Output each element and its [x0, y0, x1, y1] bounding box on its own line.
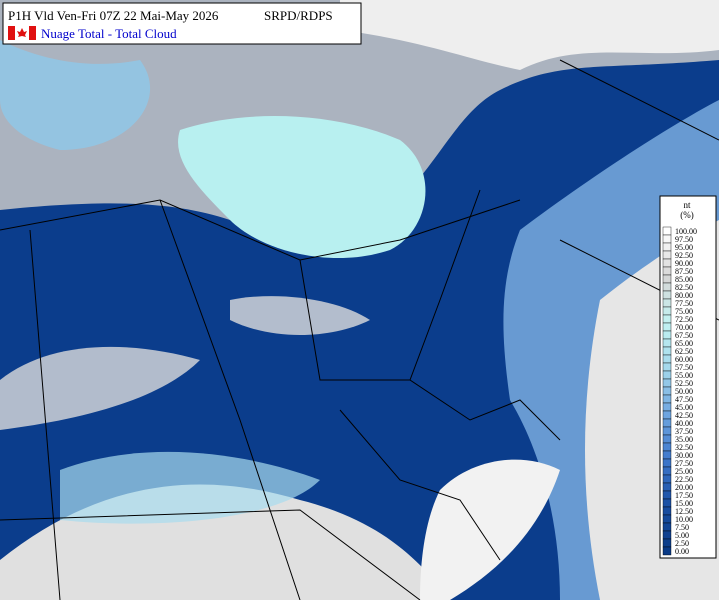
- legend: 100.0097.5095.0092.5090.0087.5085.0082.5…: [662, 226, 697, 556]
- legend-label: 22.50: [675, 475, 693, 484]
- legend-label: 25.00: [675, 467, 693, 476]
- legend-label: 97.50: [675, 235, 693, 244]
- legend-swatch: [662, 258, 672, 268]
- legend-label: 75.00: [675, 307, 693, 316]
- legend-swatch: [662, 306, 672, 316]
- legend-label: 72.50: [675, 315, 693, 324]
- legend-swatch: [662, 546, 672, 556]
- legend-swatch: [662, 346, 672, 356]
- legend-label: 82.50: [675, 283, 693, 292]
- legend-swatch: [662, 410, 672, 420]
- legend-label: 85.00: [675, 275, 693, 284]
- legend-swatch: [662, 386, 672, 396]
- legend-label: 10.00: [675, 515, 693, 524]
- legend-label: 5.00: [675, 531, 689, 540]
- legend-swatch: [662, 394, 672, 404]
- legend-label: 77.50: [675, 299, 693, 308]
- legend-label: 0.00: [675, 547, 689, 556]
- boundaries: [0, 59, 719, 601]
- legend-swatch: [662, 458, 672, 468]
- legend-label: 27.50: [675, 459, 693, 468]
- legend-label: 90.00: [675, 259, 693, 268]
- legend-label: 87.50: [675, 267, 693, 276]
- legend-swatch: [662, 282, 672, 292]
- legend-swatch: [662, 274, 672, 284]
- legend-title: nt: [683, 200, 691, 210]
- legend-swatch: [662, 338, 672, 348]
- legend-label: 12.50: [675, 507, 693, 516]
- legend-swatch: [662, 450, 672, 460]
- legend-swatch: [662, 266, 672, 276]
- legend-swatch: [662, 242, 672, 252]
- legend-swatch: [662, 522, 672, 532]
- legend-label: 40.00: [675, 419, 693, 428]
- legend-swatch: [662, 322, 672, 332]
- legend-label: 45.00: [675, 403, 693, 412]
- legend-swatch: [662, 362, 672, 372]
- legend-swatch: [662, 418, 672, 428]
- title: P1H Vld Ven-Fri 07Z 22 Mai-May 2026: [8, 8, 219, 23]
- canada-flag: [8, 26, 36, 40]
- legend-swatch: [662, 378, 672, 388]
- legend-label: 60.00: [675, 355, 693, 364]
- legend-swatch: [662, 442, 672, 452]
- legend-label: 30.00: [675, 451, 693, 460]
- legend-label: 65.00: [675, 339, 693, 348]
- legend-label: 50.00: [675, 387, 693, 396]
- legend-label: 100.00: [675, 227, 697, 236]
- legend-swatch: [662, 466, 672, 476]
- legend-label: 42.50: [675, 411, 693, 420]
- legend-swatch: [662, 298, 672, 308]
- legend-label: 80.00: [675, 291, 693, 300]
- legend-unit: (%): [680, 210, 694, 220]
- legend-swatch: [662, 474, 672, 484]
- legend-swatch: [662, 506, 672, 516]
- legend-swatch: [662, 370, 672, 380]
- legend-label: 62.50: [675, 347, 693, 356]
- legend-label: 92.50: [675, 251, 693, 260]
- legend-label: 37.50: [675, 427, 693, 436]
- legend-label: 17.50: [675, 491, 693, 500]
- legend-swatch: [662, 498, 672, 508]
- legend-swatch: [662, 250, 672, 260]
- legend-swatch: [662, 354, 672, 364]
- legend-swatch: [662, 530, 672, 540]
- title-box: [2, 2, 362, 45]
- legend-swatch: [662, 234, 672, 244]
- legend-label: 35.00: [675, 435, 693, 444]
- legend-swatch: [662, 330, 672, 340]
- legend-label: 20.00: [675, 483, 693, 492]
- legend-label: 57.50: [675, 363, 693, 372]
- legend-label: 32.50: [675, 443, 693, 452]
- legend-label: 55.00: [675, 371, 693, 380]
- legend-label: 47.50: [675, 395, 693, 404]
- legend-label: 2.50: [675, 539, 689, 548]
- legend-swatch: [662, 538, 672, 548]
- legend-swatch: [662, 290, 672, 300]
- legend-swatch: [662, 426, 672, 436]
- model-name: SRPD/RDPS: [264, 8, 333, 23]
- legend-swatch: [662, 314, 672, 324]
- legend-label: 7.50: [675, 523, 689, 532]
- legend-swatch: [662, 514, 672, 524]
- legend-label: 52.50: [675, 379, 693, 388]
- legend-label: 67.50: [675, 331, 693, 340]
- legend-swatch: [662, 482, 672, 492]
- legend-label: 95.00: [675, 243, 693, 252]
- legend-swatch: [662, 434, 672, 444]
- legend-swatch: [662, 226, 672, 236]
- legend-swatch: [662, 490, 672, 500]
- legend-label: 15.00: [675, 499, 693, 508]
- legend-swatch: [662, 402, 672, 412]
- legend-label: 70.00: [675, 323, 693, 332]
- subtitle: Nuage Total - Total Cloud: [41, 26, 177, 41]
